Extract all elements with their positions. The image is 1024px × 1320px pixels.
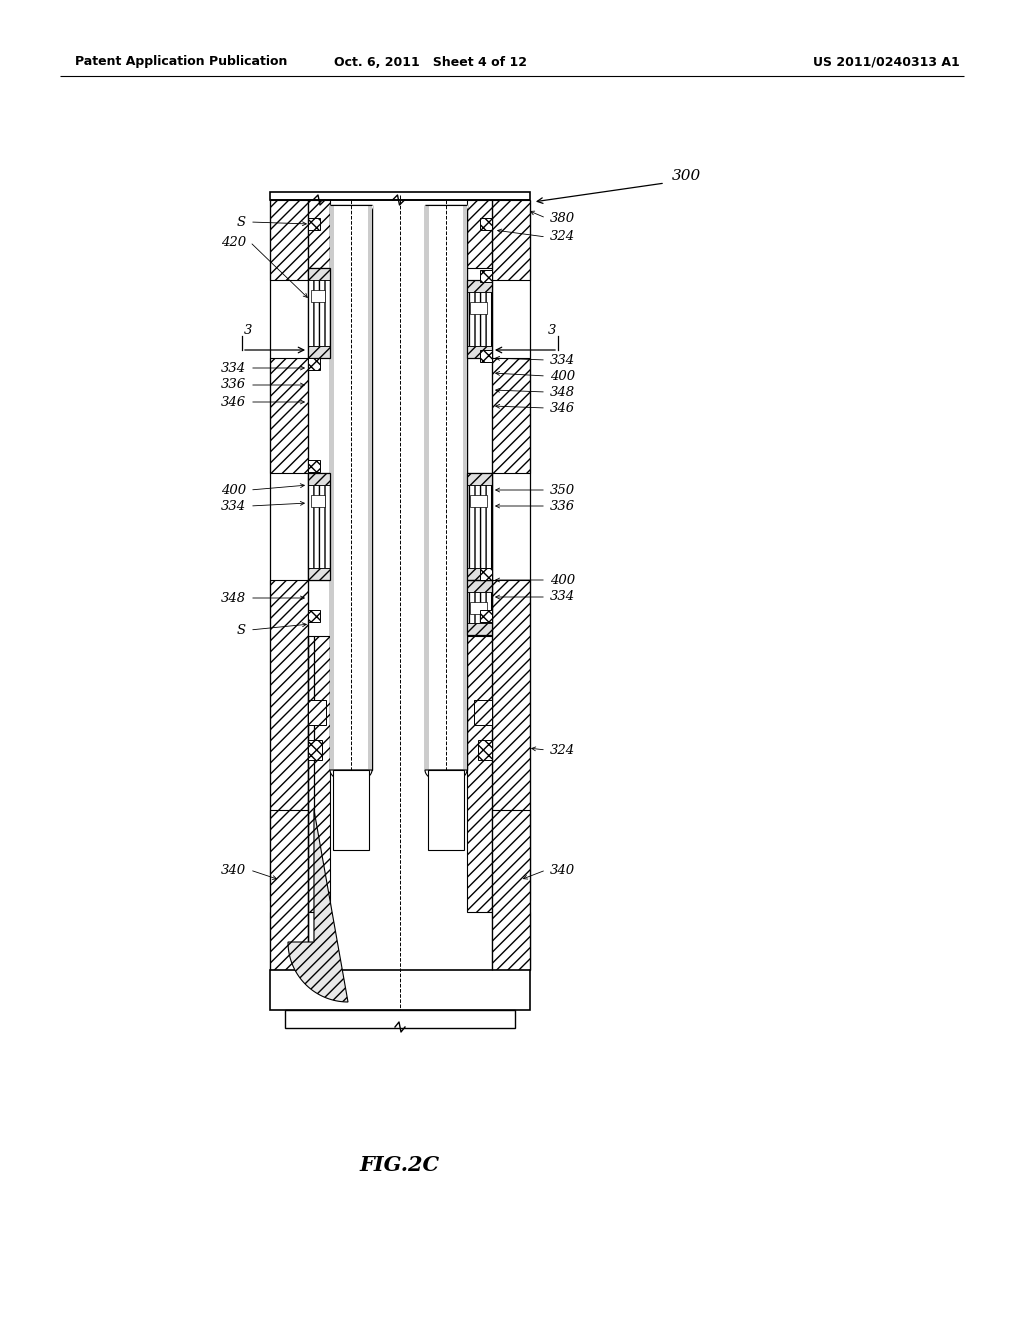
Bar xyxy=(308,280,330,346)
Text: 340: 340 xyxy=(221,863,246,876)
Bar xyxy=(425,205,467,770)
Bar xyxy=(463,205,467,770)
Bar xyxy=(492,201,530,280)
Bar xyxy=(467,292,492,346)
Text: 336: 336 xyxy=(221,379,246,392)
Bar xyxy=(492,358,530,473)
Bar xyxy=(470,602,487,614)
Text: Patent Application Publication: Patent Application Publication xyxy=(75,55,288,69)
Text: 346: 346 xyxy=(550,401,575,414)
Bar xyxy=(330,205,372,770)
Bar xyxy=(308,346,330,358)
Bar xyxy=(308,473,330,579)
Bar xyxy=(480,610,492,622)
Bar xyxy=(467,591,492,623)
Bar xyxy=(474,700,492,725)
Text: 420: 420 xyxy=(221,235,246,248)
Bar xyxy=(330,205,334,770)
Bar xyxy=(480,568,492,579)
Text: 300: 300 xyxy=(672,169,701,183)
Text: 334: 334 xyxy=(550,354,575,367)
Text: 380: 380 xyxy=(550,211,575,224)
Bar xyxy=(270,191,530,201)
Text: 3: 3 xyxy=(548,323,556,337)
Bar xyxy=(308,473,330,484)
Bar xyxy=(467,568,492,579)
Text: Oct. 6, 2011   Sheet 4 of 12: Oct. 6, 2011 Sheet 4 of 12 xyxy=(334,55,526,69)
Text: 400: 400 xyxy=(550,370,575,383)
Bar xyxy=(470,495,487,507)
Bar xyxy=(270,201,308,280)
Bar xyxy=(480,271,492,282)
Bar xyxy=(285,1010,515,1028)
Bar xyxy=(478,741,492,760)
Text: FIG.2C: FIG.2C xyxy=(360,1155,440,1175)
Bar xyxy=(492,912,530,970)
Polygon shape xyxy=(330,770,372,781)
Text: 400: 400 xyxy=(550,573,575,586)
Text: 400: 400 xyxy=(221,483,246,496)
Bar xyxy=(308,700,326,725)
Bar xyxy=(467,484,492,568)
Bar xyxy=(308,568,330,579)
Bar xyxy=(308,473,330,579)
Bar xyxy=(270,579,308,900)
Polygon shape xyxy=(425,770,467,781)
Bar xyxy=(368,205,372,770)
Bar xyxy=(467,579,492,591)
Text: 350: 350 xyxy=(550,483,575,496)
Bar xyxy=(467,280,492,358)
Bar xyxy=(467,346,492,358)
Bar xyxy=(467,473,492,579)
Bar xyxy=(270,970,530,1010)
Bar xyxy=(308,218,319,230)
Bar xyxy=(467,280,492,292)
Bar xyxy=(492,579,530,900)
Bar xyxy=(308,268,330,280)
Text: 334: 334 xyxy=(221,362,246,375)
Text: 336: 336 xyxy=(550,499,575,512)
Bar xyxy=(492,810,530,970)
Bar xyxy=(308,484,330,568)
Bar xyxy=(311,495,325,507)
Text: S: S xyxy=(237,623,246,636)
Bar xyxy=(467,579,492,635)
Bar xyxy=(467,473,492,579)
Bar xyxy=(480,350,492,362)
Text: 334: 334 xyxy=(221,499,246,512)
Text: 340: 340 xyxy=(550,863,575,876)
Bar xyxy=(311,290,325,302)
Text: 348: 348 xyxy=(550,385,575,399)
Bar xyxy=(308,358,319,370)
Bar xyxy=(270,810,308,970)
Bar xyxy=(467,201,492,268)
Bar xyxy=(467,473,492,484)
Bar xyxy=(425,205,429,770)
Bar xyxy=(467,623,492,635)
Bar xyxy=(308,636,330,912)
Bar xyxy=(470,302,487,314)
Bar xyxy=(308,459,319,473)
Bar xyxy=(308,610,319,622)
Text: S: S xyxy=(237,215,246,228)
Text: 348: 348 xyxy=(221,591,246,605)
Polygon shape xyxy=(288,810,348,1002)
Text: 324: 324 xyxy=(550,743,575,756)
Bar xyxy=(308,268,330,358)
Text: 324: 324 xyxy=(550,231,575,243)
Bar xyxy=(270,358,308,473)
Bar xyxy=(333,770,369,850)
Bar xyxy=(428,770,464,850)
Text: 346: 346 xyxy=(221,396,246,408)
Bar xyxy=(270,912,308,970)
Text: US 2011/0240313 A1: US 2011/0240313 A1 xyxy=(813,55,961,69)
Bar xyxy=(308,201,330,268)
Bar xyxy=(480,218,492,230)
Text: 334: 334 xyxy=(550,590,575,603)
Bar xyxy=(467,636,492,912)
Bar xyxy=(308,741,322,760)
Text: 3: 3 xyxy=(244,323,252,337)
